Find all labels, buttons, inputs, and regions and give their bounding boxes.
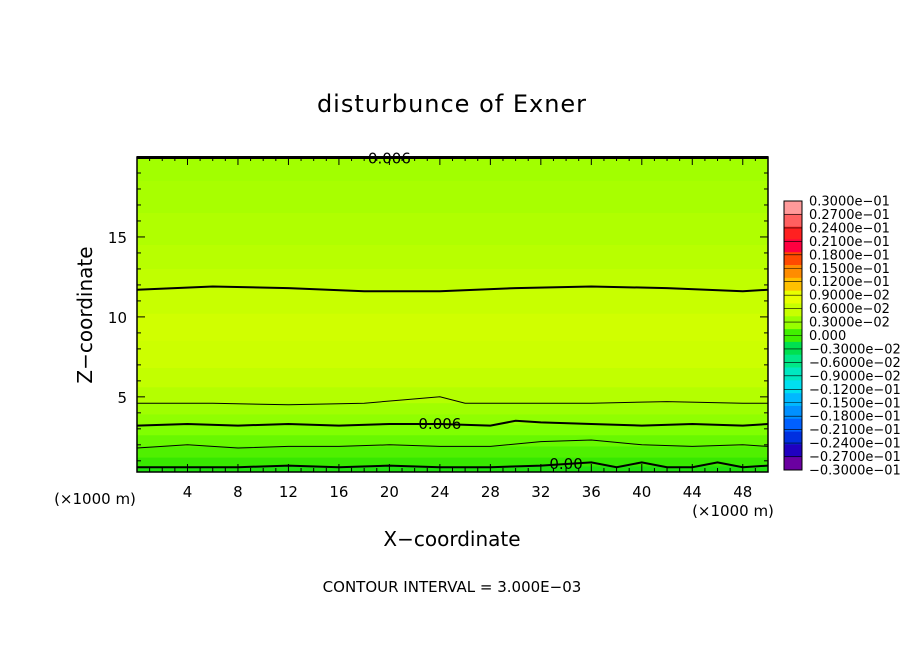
colorbar-label-7: 0.9000e−02: [809, 289, 890, 304]
colorbar-swatch-15: [784, 393, 802, 407]
contour-label-text-1: 0.00: [549, 455, 582, 473]
colorbar-label-20: −0.3000e−01: [809, 464, 901, 479]
field-band-7: [137, 340, 768, 369]
colorbar-label-2: 0.2400e−01: [809, 221, 890, 236]
colorbar-label-10: 0.000: [809, 329, 846, 344]
colorbar-label-3: 0.2100e−01: [809, 235, 890, 250]
x-tick-label-11: 48: [733, 483, 752, 501]
colorbar-swatch-7: [784, 290, 802, 304]
x-tick-label-8: 36: [582, 483, 601, 501]
colorbar-swatch-6: [784, 277, 802, 291]
x-tick-label-9: 40: [632, 483, 651, 501]
field-band-14: [137, 446, 768, 459]
colorbar-label-1: 0.2700e−01: [809, 208, 890, 223]
field-band-8: [137, 368, 768, 388]
colorbar-swatch-5: [784, 265, 802, 279]
colorbar-label-18: −0.2400e−01: [809, 437, 901, 452]
y-unit-label: (×1000 m): [54, 490, 136, 508]
chart-title: disturbunce of Exner: [317, 90, 587, 118]
colorbar-label-16: −0.1800e−01: [809, 410, 901, 425]
colorbar-label-11: −0.3000e−02: [809, 342, 901, 357]
x-axis-label: X−coordinate: [383, 527, 520, 551]
colorbar-swatch-11: [784, 341, 802, 356]
x-unit-label: (×1000 m): [692, 502, 774, 520]
field-band-13: [137, 435, 768, 448]
y-tick-label-1: 10: [108, 309, 127, 327]
contour-label-text-0: 0.006: [418, 415, 461, 433]
x-tick-label-3: 16: [329, 483, 348, 501]
contour-line-1: [137, 396, 768, 406]
x-tick-label-6: 28: [481, 483, 500, 501]
field-band-5: [137, 289, 768, 315]
colorbar-swatch-2: [784, 226, 802, 240]
x-tick-label-4: 20: [380, 483, 399, 501]
colorbar: 0.3000e−010.2700e−010.2400e−010.2100e−01…: [783, 195, 901, 479]
field-band-12: [137, 424, 768, 436]
x-axis: 4 8 12 16 20 24 28 32 36 40 44 48: [149, 157, 756, 501]
colorbar-swatch-13: [784, 367, 802, 381]
y-axis-label: Z−coordinate: [73, 246, 97, 383]
y-tick-label-2: 15: [108, 229, 127, 247]
colorbar-swatch-16: [784, 405, 802, 420]
colorbar-swatch-4: [784, 252, 802, 266]
contour-label-0: 0.006: [418, 415, 461, 433]
x-tick-label-10: 44: [683, 483, 702, 501]
field-band-15: [137, 457, 768, 468]
colorbar-label-15: −0.1500e−01: [809, 396, 901, 411]
colorbar-swatch-18: [784, 431, 802, 445]
colorbar-swatch-1: [784, 213, 802, 227]
field-band-1: [137, 180, 768, 214]
colorbar-label-9: 0.3000e−02: [809, 316, 890, 331]
colorbar-label-13: −0.9000e−02: [809, 369, 901, 384]
contour-line-0: [137, 285, 768, 293]
colorbar-swatch-19: [784, 444, 802, 458]
field-band-9: [137, 387, 768, 404]
colorbar-label-14: −0.1200e−01: [809, 383, 901, 398]
field-band-6: [137, 313, 768, 342]
x-tick-label-7: 32: [531, 483, 550, 501]
colorbar-swatch-17: [784, 418, 802, 432]
field-bands: [137, 157, 768, 472]
colorbar-swatch-3: [784, 239, 802, 253]
x-tick-label-5: 24: [430, 483, 449, 501]
colorbar-label-8: 0.6000e−02: [809, 302, 890, 317]
colorbar-swatch-20: [784, 457, 802, 471]
colorbar-label-4: 0.1800e−01: [809, 248, 890, 263]
contour-line-3: [137, 439, 768, 449]
contour-interval-note: CONTOUR INTERVAL = 3.000E−03: [323, 578, 582, 596]
colorbar-label-6: 0.1200e−01: [809, 275, 890, 290]
field-band-10: [137, 403, 768, 416]
colorbar-label-5: 0.1500e−01: [809, 262, 890, 277]
colorbar-label-19: −0.2700e−01: [809, 450, 901, 465]
x-tick-label-1: 8: [233, 483, 243, 501]
x-tick-label-2: 12: [279, 483, 298, 501]
colorbar-swatch-8: [784, 303, 802, 317]
colorbar-swatch-12: [784, 354, 802, 368]
field-band-11: [137, 414, 768, 426]
colorbar-swatch-9: [784, 316, 802, 330]
colorbar-label-0: 0.3000e−01: [809, 195, 890, 210]
contour-line-2: [137, 419, 768, 427]
colorbar-swatch-0: [784, 201, 802, 215]
colorbar-label-17: −0.2100e−01: [809, 423, 901, 438]
colorbar-label-12: −0.6000e−02: [809, 356, 901, 371]
field-band-3: [137, 244, 768, 270]
field-band-4: [137, 268, 768, 291]
field-band-0: [137, 157, 768, 182]
field-band-2: [137, 212, 768, 246]
y-axis: 5 10 15: [108, 172, 768, 462]
colorbar-swatch-14: [784, 380, 802, 394]
contour-label-1: 0.00: [549, 455, 582, 473]
y-tick-label-0: 5: [117, 389, 127, 407]
x-tick-label-0: 4: [183, 483, 193, 501]
